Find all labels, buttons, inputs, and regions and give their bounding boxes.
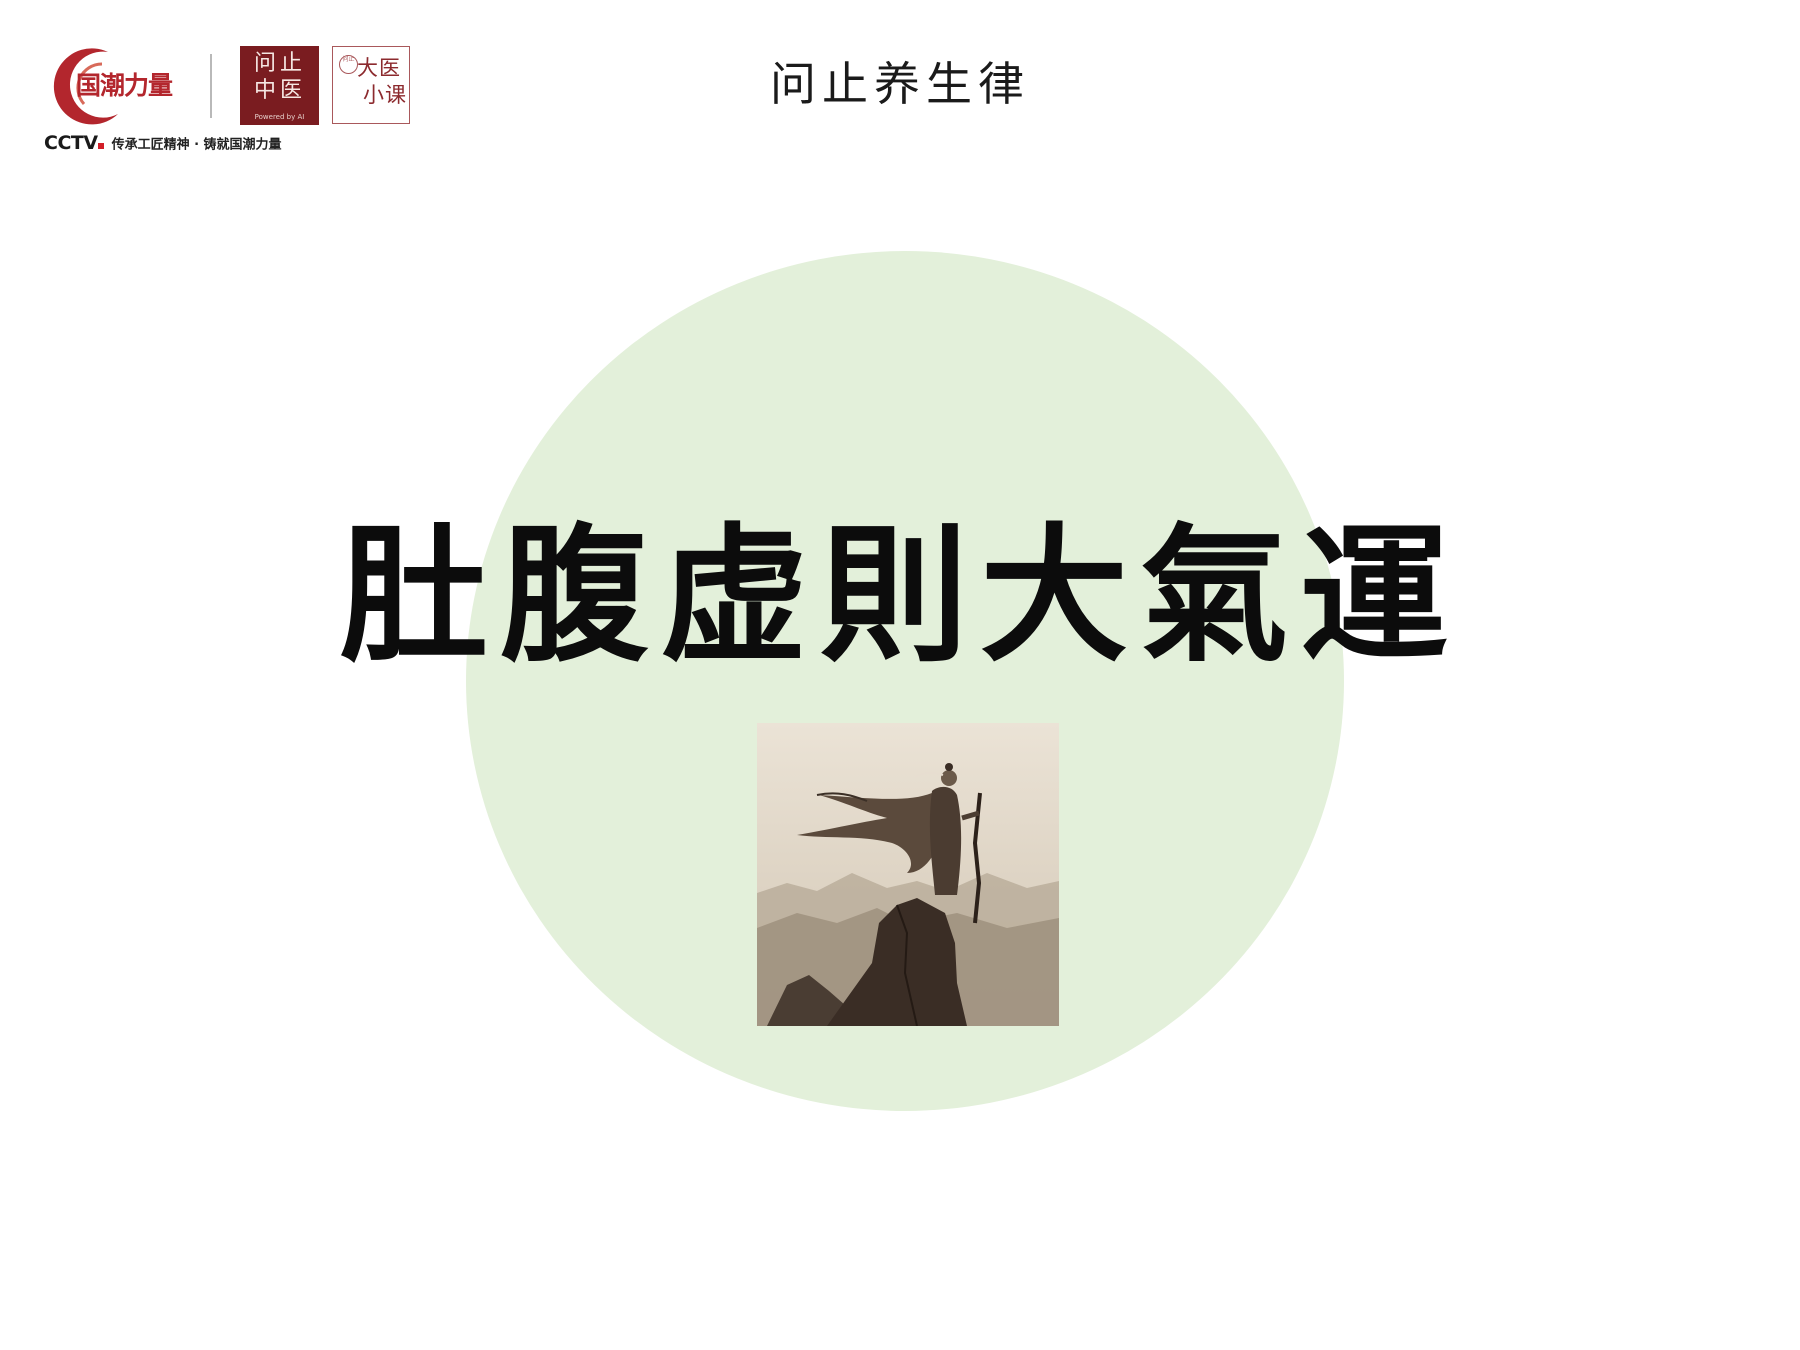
daiyi-line2: 小课	[363, 83, 407, 107]
daiyi-seal: 问止	[339, 55, 358, 74]
daiyi-logo-text: 大医 小课	[357, 55, 409, 109]
daiyi-logo: 问止 大医 小课	[332, 46, 410, 124]
headline: 肚腹虚則大氣運	[340, 508, 1460, 682]
wenzhi-tagline: Powered by AI	[254, 113, 305, 121]
crescent-icon	[53, 48, 118, 125]
sage-on-mountain-peak-image	[757, 723, 1059, 1026]
wenzhi-line2: 中医	[253, 78, 306, 103]
cctv-dot-icon	[97, 143, 104, 149]
guochao-logo-text: 国潮力量	[76, 71, 173, 100]
wenzhi-line1: 问止	[253, 51, 306, 76]
daiyi-line1: 大医	[357, 56, 401, 80]
cctv-slogan-line: CCTV 传承工匠精神 · 铸就国潮力量	[44, 132, 282, 156]
brand-logos: 国潮力量 问止 中医 Powered by AI 问止 大医 小课 CCTV 传承…	[44, 44, 464, 159]
page-title: 问止养生律	[770, 57, 1030, 111]
cctv-logo: CCTV	[44, 132, 98, 154]
wenzhi-logo: 问止 中医 Powered by AI	[240, 46, 319, 125]
logo-divider	[210, 54, 212, 118]
cctv-slogan: 传承工匠精神 · 铸就国潮力量	[111, 137, 282, 153]
wenzhi-logo-chars: 问止 中医	[248, 50, 312, 104]
guochao-logo: 国潮力量	[44, 44, 184, 130]
